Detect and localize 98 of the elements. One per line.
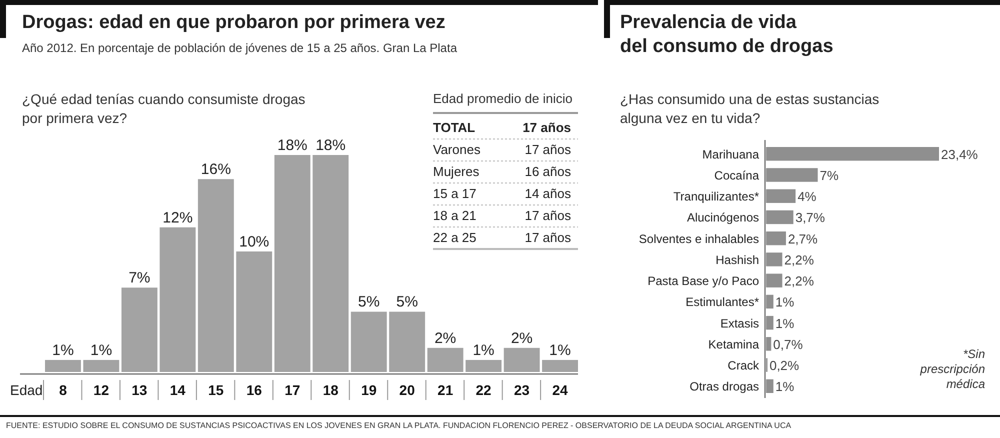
data-label: 5% [396, 294, 418, 311]
data-label: 1% [472, 342, 494, 359]
annotation: 17 años [524, 208, 572, 223]
source-note: FUENTE: ESTUDIO SOBRE EL CONSUMO DE SUSTANCIAS PSICOACTIVAS EN LOS JOVENES EN GRAN LA PLATA. FUNDACION FLORENCIO PEREZ - OBSERVATORIO DE LA DEUDA SOCIAL ARGENTINA UCA [6, 421, 792, 430]
bar [766, 337, 772, 351]
bar [766, 189, 796, 203]
bar [312, 155, 349, 372]
data-label: 2,7% [788, 231, 818, 246]
y-tick-label: Solventes e inhalables [638, 232, 759, 246]
data-label: 4% [798, 189, 817, 204]
data-label: 2,2% [784, 274, 814, 289]
bar [766, 316, 774, 330]
annotation: 17 años [524, 142, 572, 157]
x-tick-label: 14 [170, 382, 186, 398]
bar [160, 227, 196, 372]
bar [542, 360, 578, 372]
bar [766, 231, 786, 246]
chart-title: Drogas: edad en que probaron por primera vez [22, 12, 446, 33]
data-label: 10% [239, 233, 270, 250]
text: ¿Qué edad tenías cuando consumiste drogas por primera vez? [22, 91, 306, 126]
text: 17 años [522, 120, 571, 135]
data-label: 3,7% [795, 210, 826, 226]
bar [274, 155, 310, 372]
y-tick-label: Estimulantes* [686, 295, 760, 310]
y-tick-label: Crack [728, 358, 760, 373]
data-label: 1% [90, 342, 112, 359]
data-label: 23,4% [941, 146, 978, 162]
annotation: 15 a 17 [433, 186, 476, 201]
bar [766, 274, 782, 288]
data-label: 5% [358, 294, 380, 311]
bar [45, 360, 81, 372]
x-tick-label: 12 [93, 382, 110, 398]
x-tick-label: 21 [438, 382, 454, 398]
data-label: 1% [775, 379, 795, 394]
data-label: 2,2% [784, 252, 814, 268]
text: ¿Has consumido una de estas sustancias alguna vez en tu vida? [620, 91, 880, 126]
x-tick-label: 20 [399, 382, 416, 398]
x-tick-label: 13 [132, 382, 148, 398]
data-label: 12% [162, 209, 193, 226]
bar [466, 360, 502, 372]
bar [427, 348, 464, 372]
y-tick-label: Alucinógenos [686, 210, 759, 225]
bar [236, 251, 272, 372]
data-label: 7% [820, 168, 839, 183]
y-tick-label: Marihuana [702, 147, 760, 162]
data-label: 1% [775, 294, 795, 310]
data-label: 1% [52, 342, 74, 359]
bar [766, 379, 774, 393]
y-tick-label: Pasta Base y/o Paco [648, 274, 760, 288]
y-tick-label: Tranquilizantes* [673, 190, 760, 204]
data-label: 1% [549, 342, 571, 359]
data-label: 0,2% [769, 358, 800, 374]
y-tick-label: Cocaína [714, 168, 760, 182]
data-label: 0,7% [773, 336, 804, 352]
annotation: 16 años [524, 164, 572, 179]
data-label: 7% [128, 270, 150, 287]
x-tick-label: 15 [208, 382, 224, 398]
annotation: 17 años [524, 230, 572, 245]
y-tick-label: Hashish [716, 252, 759, 267]
data-label: 18% [277, 137, 308, 154]
bar [504, 348, 540, 372]
bar [389, 312, 426, 372]
bar [198, 179, 234, 372]
y-tick-label: Otras drogas [690, 380, 759, 394]
data-label: 16% [200, 161, 231, 178]
annotation: Mujeres [433, 164, 480, 179]
data-label: 1% [775, 316, 795, 331]
x-tick-label: 16 [246, 382, 262, 398]
y-tick-label: Extasis [720, 316, 759, 330]
x-tick-label: 24 [552, 382, 568, 398]
bar [121, 288, 158, 372]
x-axis-title: Edad [10, 382, 43, 398]
bar [766, 168, 818, 182]
annotation: 14 años [524, 186, 572, 201]
chart-subtitle: Año 2012. En porcentaje de población de jóvenes de 15 a 25 años. Gran La Plata [22, 41, 458, 55]
bar [766, 252, 782, 266]
x-tick-label: 8 [59, 382, 68, 398]
data-label: 2% [510, 330, 533, 347]
bar [766, 147, 939, 161]
annotation: 18 a 21 [433, 208, 476, 223]
data-label: 2% [434, 330, 456, 347]
x-tick-label: 23 [514, 382, 530, 398]
x-tick-label: 18 [322, 382, 339, 398]
bar [83, 360, 120, 372]
annotation: *Sin prescripción médica [919, 347, 986, 391]
x-tick-label: 22 [476, 382, 492, 398]
bar [766, 294, 774, 309]
bar [350, 312, 387, 372]
annotation: 22 a 25 [433, 230, 476, 245]
text: Edad promedio de inicio [433, 91, 572, 106]
x-tick-label: 17 [284, 382, 300, 398]
chart-title: Prevalencia de vida del consumo de drogas [620, 12, 834, 57]
y-tick-label: Ketamina [708, 337, 760, 352]
bar [766, 210, 794, 224]
x-tick-label: 19 [361, 382, 377, 398]
data-label: 18% [316, 137, 346, 154]
text: TOTAL [433, 120, 476, 135]
annotation: Varones [433, 142, 481, 157]
